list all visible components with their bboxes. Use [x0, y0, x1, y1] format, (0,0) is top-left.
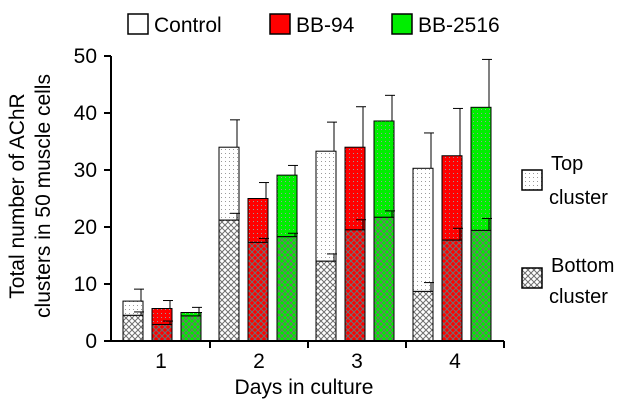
bar-top-pattern-bb94-day4	[441, 155, 463, 241]
y-tick-label: 40	[74, 102, 97, 125]
axes	[104, 55, 505, 348]
bar-bottom-pattern-bb94-day2	[247, 241, 269, 342]
bar-top-pattern-control-day1	[122, 300, 144, 316]
bar-bottom-pattern-bb2516-day3	[373, 216, 395, 342]
legend-swatch-bb2516	[391, 13, 413, 35]
bar-top-pattern-bb2516-day3	[373, 120, 395, 218]
x-tick-label: 1	[155, 350, 167, 373]
bar-top-pattern-control-day4	[412, 167, 434, 292]
legend-swatch-bb94	[269, 13, 291, 35]
bar-top-pattern-control-day2	[218, 146, 240, 221]
x-tick-label: 4	[449, 350, 461, 373]
bar-bottom-pattern-bb94-day1	[151, 323, 173, 342]
y-tick-label: 30	[74, 159, 97, 182]
bar-bottom-pattern-control-day3	[315, 260, 337, 342]
y-tick-label: 0	[85, 330, 97, 353]
y-tick-label: 10	[74, 273, 97, 296]
bar-bottom-pattern-bb2516-day1	[180, 315, 202, 342]
bar-bottom-pattern-control-day1	[122, 314, 144, 342]
bar-top-pattern-bb94-day2	[247, 198, 269, 243]
y-tick-label: 20	[74, 216, 97, 239]
bar-top-pattern-bb2516-day2	[276, 174, 298, 238]
bars	[122, 58, 492, 342]
y-axis-title-line2: clusters in 50 muscle cells	[32, 74, 55, 318]
bar-bottom-pattern-control-day2	[218, 219, 240, 342]
y-axis-title-line1: Total number of AChR	[6, 93, 29, 298]
legend-label-bb94: BB-94	[296, 14, 355, 37]
x-tick-label: 3	[351, 350, 363, 373]
bar-top-pattern-bb2516-day4	[470, 106, 492, 231]
bar-bottom-pattern-bb2516-day2	[276, 236, 298, 342]
legend-label-top-cluster-line2: cluster	[549, 187, 608, 209]
segment-legend: Top cluster Bottom cluster	[521, 153, 614, 308]
legend-label-top-cluster-line1: Top	[551, 153, 583, 175]
bar-bottom-pattern-bb94-day3	[344, 229, 366, 342]
bar-top-pattern-control-day3	[315, 150, 337, 262]
bar-top-pattern-bb94-day3	[344, 146, 366, 231]
y-tick-labels: 0 10 20 30 40 50	[74, 45, 97, 353]
legend-label-bottom-cluster-line1: Bottom	[551, 255, 614, 277]
bar-bottom-pattern-bb94-day4	[441, 239, 463, 342]
bar-top-pattern-bb94-day1	[151, 308, 173, 325]
legend-label-bottom-cluster-line2: cluster	[549, 286, 608, 308]
bar-top-pattern-bb2516-day1	[180, 312, 202, 317]
x-tick-labels: 1 2 3 4	[155, 350, 461, 373]
legend: Control BB-94 BB-2516	[127, 13, 500, 37]
legend-swatch-control	[127, 13, 149, 35]
y-tick-label: 50	[74, 45, 97, 68]
x-tick-label: 2	[253, 350, 265, 373]
bar-bottom-pattern-bb2516-day4	[470, 229, 492, 342]
legend-swatch-bottom-cluster	[521, 267, 543, 289]
legend-swatch-top-cluster	[521, 169, 543, 191]
legend-label-control: Control	[154, 14, 222, 37]
legend-label-bb2516: BB-2516	[418, 14, 500, 37]
x-axis-title: Days in culture	[235, 376, 374, 399]
bar-bottom-pattern-control-day4	[412, 290, 434, 342]
